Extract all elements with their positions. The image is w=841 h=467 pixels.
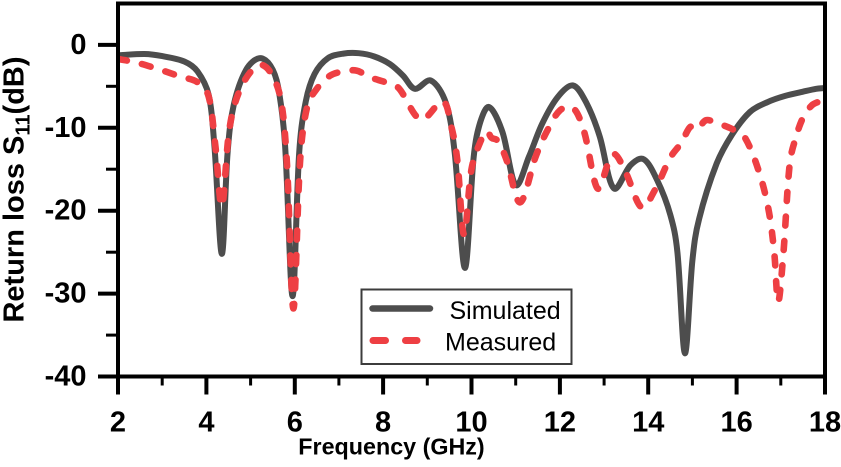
svg-text:Return loss S11(dB): Return loss S11(dB) [0,56,35,322]
svg-text:8: 8 [375,407,391,439]
svg-text:6: 6 [287,407,303,439]
svg-text:Simulated: Simulated [450,297,561,325]
svg-text:Frequency (GHz): Frequency (GHz) [298,434,484,460]
svg-text:0: 0 [70,29,86,61]
svg-text:-30: -30 [45,278,87,310]
svg-text:-40: -40 [45,361,87,393]
svg-text:18: 18 [809,407,841,439]
svg-text:12: 12 [544,407,576,439]
svg-text:Measured: Measured [445,329,556,357]
svg-text:10: 10 [455,407,487,439]
svg-text:4: 4 [198,407,214,439]
svg-text:-10: -10 [45,112,87,144]
svg-text:16: 16 [720,407,752,439]
svg-text:14: 14 [632,407,664,439]
svg-text:-20: -20 [45,195,87,227]
svg-text:2: 2 [110,407,126,439]
